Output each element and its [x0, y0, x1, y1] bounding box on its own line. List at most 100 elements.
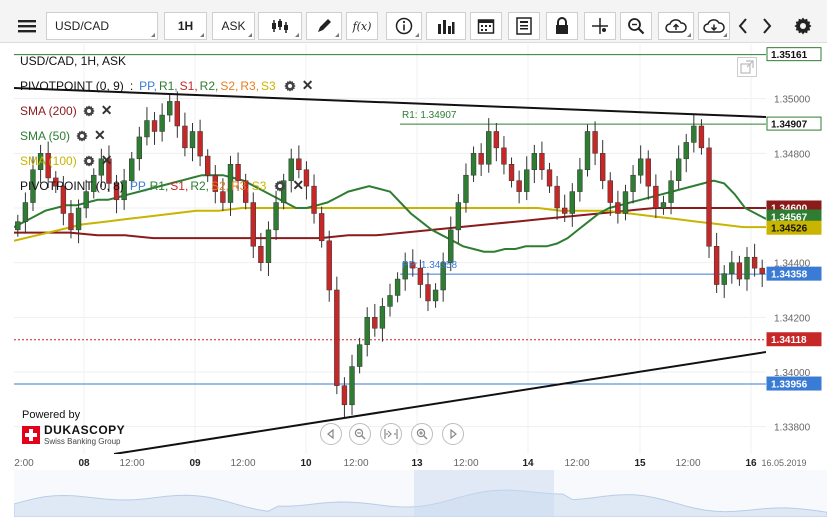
function-label: f(x) [352, 19, 372, 33]
indicator-row-sma-200[interactable]: SMA (200) ✕ [20, 102, 112, 119]
lock-icon [556, 17, 568, 34]
candle-body [660, 202, 667, 209]
fit-button[interactable] [380, 423, 402, 445]
zoom-out-button[interactable] [349, 423, 371, 445]
price-chart[interactable] [14, 44, 766, 454]
triangle-left-icon [327, 429, 334, 439]
news-button[interactable] [508, 12, 540, 40]
pivot-legend-s1: S1, [179, 78, 198, 93]
indicators-button[interactable]: f(x) [346, 12, 378, 40]
pencil-icon [318, 19, 331, 32]
trend-lines[interactable] [14, 87, 766, 454]
candle-body [197, 131, 203, 157]
price-tick-label: 1.35000 [774, 95, 811, 106]
price-badge-label: 1.34567 [771, 213, 808, 224]
instrument-label: USD/CAD [55, 19, 110, 33]
candle-body [106, 158, 112, 184]
candle-body [569, 191, 575, 214]
calendar-button[interactable] [470, 12, 502, 40]
close-icon[interactable]: ✕ [301, 77, 314, 93]
candle-body [668, 180, 674, 203]
indicator-label: PIVOTPOINT (0, 8) [20, 178, 124, 193]
candle-body [425, 284, 431, 302]
indicator-label: SMA (100) [20, 153, 77, 168]
candle-body [683, 142, 689, 160]
close-icon[interactable]: ✕ [100, 102, 113, 118]
candle-body [463, 174, 469, 203]
volume-button[interactable] [426, 12, 466, 40]
timeframe-label: 1H [177, 19, 194, 33]
candle-body [144, 120, 150, 138]
candle-body [212, 174, 218, 192]
pivot-legend-r2: R2, [199, 78, 219, 93]
pivot-legend-s1: S1, [170, 178, 189, 193]
menu-button[interactable] [14, 12, 40, 40]
dukascopy-logo: DUKASCOPY Swiss Banking Group [22, 423, 125, 446]
instrument-selector[interactable]: USD/CAD [46, 12, 158, 40]
bars-icon [438, 20, 455, 34]
brand-name: DUKASCOPY [44, 423, 126, 437]
chart-grid [14, 44, 766, 454]
candle-body [341, 385, 348, 406]
price-axis[interactable]: 1.35000 1.34800 1.34600 1.34400 1.34200 1.340… [766, 44, 827, 454]
sma-100-line [14, 207, 766, 242]
settings-button[interactable] [790, 12, 816, 40]
candle-body [729, 262, 735, 274]
timeframe-selector[interactable]: 1H [164, 12, 207, 40]
lock-button[interactable] [546, 12, 578, 40]
time-label: 12:00 [119, 458, 144, 469]
candle-body [539, 153, 545, 170]
side-selector[interactable]: ASK [212, 12, 255, 40]
close-icon[interactable]: ✕ [94, 127, 106, 143]
indicator-row-pivot-9[interactable]: PIVOTPOINT (0, 9) : PP, R1, S1, R2, S2, R3, S3… [20, 77, 314, 93]
expand-button[interactable] [737, 57, 757, 77]
scroll-right-button[interactable] [756, 12, 778, 40]
zoom-button[interactable] [620, 12, 652, 40]
gear-icon[interactable] [284, 79, 296, 92]
indicator-row-pivot-8[interactable]: PIVOTPOINT (0, 8) PP, R1, S1, R2, S2, R3, S3 ✕ [20, 177, 304, 194]
r1-level-label: R1: 1.34907 [402, 110, 457, 121]
close-icon[interactable]: ✕ [292, 177, 305, 193]
candle-body [53, 177, 59, 187]
scroll-forward-button[interactable] [442, 423, 464, 445]
gear-icon[interactable] [83, 104, 95, 117]
time-label: 09 [189, 458, 201, 469]
upload-button[interactable] [658, 12, 694, 40]
close-icon[interactable]: ✕ [100, 152, 113, 168]
price-badge-label: 1.34526 [771, 224, 808, 235]
navigator-area [14, 470, 827, 517]
indicator-row-sma-50[interactable]: SMA (50) ✕ [20, 127, 106, 144]
gear-icon[interactable] [83, 154, 95, 167]
gear-icon[interactable] [76, 129, 88, 142]
crosshair-button[interactable] [584, 12, 616, 40]
candle-body [189, 131, 196, 149]
candle-body [508, 164, 515, 181]
download-button[interactable] [698, 12, 730, 40]
chart-type-button[interactable] [258, 12, 302, 40]
info-button[interactable] [386, 12, 422, 40]
gear-icon[interactable] [274, 179, 287, 192]
draw-button[interactable] [306, 12, 342, 40]
indicator-row-sma-100[interactable]: SMA (100) ✕ [20, 152, 112, 169]
scroll-left-button[interactable] [732, 12, 754, 40]
price-badge-label: 1.34358 [771, 270, 808, 281]
candle-body [470, 153, 477, 176]
candle-body [600, 153, 606, 181]
hamburger-icon [18, 20, 36, 33]
candle-body [630, 174, 636, 192]
time-label: 12:00 [453, 458, 478, 469]
side-label: ASK [221, 19, 246, 33]
indicator-label: SMA (200) [20, 103, 77, 118]
candle-body [637, 158, 644, 176]
scroll-back-button[interactable] [320, 423, 342, 445]
brand-subtitle: Swiss Banking Group [44, 437, 121, 446]
zoom-in-button[interactable] [411, 423, 433, 445]
candle-body [280, 180, 287, 203]
price-badge-label: 1.33956 [771, 380, 808, 391]
candle-body [356, 344, 363, 367]
zoom-icon [628, 18, 645, 35]
candle-body [751, 256, 758, 269]
navigator[interactable] [14, 470, 827, 517]
price-tick-label: 1.34000 [774, 368, 811, 379]
candlesticks [15, 91, 765, 419]
